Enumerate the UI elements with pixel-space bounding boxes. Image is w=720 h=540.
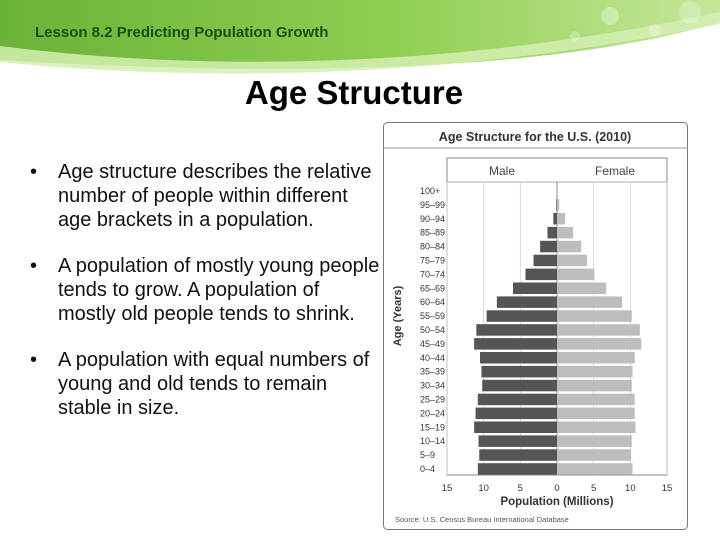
bar-male bbox=[547, 226, 557, 239]
age-bracket-label: 95–99 bbox=[420, 200, 445, 210]
banner-swoosh-graphic bbox=[0, 0, 720, 74]
bar-male bbox=[496, 296, 557, 308]
bullet-symbol: • bbox=[30, 349, 38, 371]
age-bracket-label: 90–94 bbox=[420, 214, 445, 224]
bar-female bbox=[557, 463, 633, 475]
x-tick-label: 15 bbox=[442, 483, 453, 494]
lesson-heading: Lesson 8.2 Predicting Population Growth bbox=[35, 24, 329, 41]
bar-female bbox=[557, 240, 582, 253]
bar-female bbox=[557, 199, 560, 211]
bar-male bbox=[474, 338, 557, 350]
bar-female bbox=[557, 393, 635, 406]
bullet-symbol: • bbox=[30, 255, 38, 277]
bar-male bbox=[481, 365, 557, 378]
bar-female bbox=[557, 365, 633, 378]
bar-male bbox=[533, 254, 557, 267]
x-tick-label: 0 bbox=[554, 483, 559, 494]
x-tick-label: 10 bbox=[625, 483, 636, 494]
age-bracket-label: 45–49 bbox=[420, 339, 445, 349]
age-bracket-label: 20–24 bbox=[420, 408, 445, 418]
bar-female bbox=[557, 282, 607, 294]
bar-female bbox=[557, 407, 635, 420]
bar-female bbox=[557, 421, 636, 433]
bar-female bbox=[557, 185, 558, 197]
bar-female bbox=[557, 296, 623, 308]
bar-male bbox=[540, 240, 557, 253]
bar-female bbox=[557, 310, 632, 322]
chart-title: Age Structure for the U.S. (2010) bbox=[439, 130, 631, 144]
bar-female bbox=[557, 379, 632, 392]
bullet-item: • Age structure describes the relative nu… bbox=[28, 160, 380, 232]
bar-male bbox=[476, 324, 557, 336]
bar-female bbox=[557, 338, 642, 350]
bar-female bbox=[557, 213, 566, 225]
source-note: Source: U.S. Census Bureau International… bbox=[395, 515, 569, 524]
age-bracket-label: 70–74 bbox=[420, 269, 445, 279]
bullet-list: • Age structure describes the relative nu… bbox=[28, 160, 380, 442]
bullet-text: Age structure describes the relative num… bbox=[58, 161, 372, 231]
bar-male bbox=[474, 421, 557, 433]
age-bracket-label: 35–39 bbox=[420, 367, 445, 377]
population-pyramid-chart: Age Structure for the U.S. (2010) Male F… bbox=[383, 122, 688, 530]
slide-title: Age Structure bbox=[244, 74, 464, 111]
bar-male bbox=[475, 407, 557, 420]
age-bracket-label: 5–9 bbox=[420, 450, 435, 460]
header-banner: Lesson 8.2 Predicting Population Growth bbox=[0, 0, 720, 80]
bar-female bbox=[557, 324, 640, 336]
legend-female-label: Female bbox=[595, 164, 635, 178]
bar-male bbox=[479, 449, 557, 461]
age-bracket-label: 100+ bbox=[420, 186, 440, 196]
y-axis-label: Age (Years) bbox=[392, 285, 404, 346]
bullet-item: • A population of mostly young people ten… bbox=[28, 254, 380, 326]
bar-male bbox=[477, 463, 557, 475]
bullet-text: A population with equal numbers of young… bbox=[58, 349, 370, 419]
bar-male bbox=[486, 310, 557, 322]
x-tick-label: 10 bbox=[478, 483, 489, 494]
bullet-symbol: • bbox=[30, 161, 38, 183]
age-bracket-label: 25–29 bbox=[420, 394, 445, 404]
age-bracket-label: 30–34 bbox=[420, 381, 445, 391]
bar-male bbox=[477, 393, 557, 406]
x-tick-label: 5 bbox=[518, 483, 523, 494]
bar-female bbox=[557, 449, 632, 461]
age-bracket-label: 75–79 bbox=[420, 255, 445, 265]
age-structure-figure: Age Structure for the U.S. (2010) Male F… bbox=[383, 122, 688, 530]
bar-female bbox=[557, 226, 574, 239]
bar-female bbox=[557, 254, 588, 267]
x-tick-label: 15 bbox=[662, 483, 673, 494]
bullet-text: A population of mostly young people tend… bbox=[58, 255, 380, 325]
bullet-item: • A population with equal numbers of youn… bbox=[28, 348, 380, 420]
age-bracket-label: 80–84 bbox=[420, 242, 445, 252]
age-bracket-label: 50–54 bbox=[420, 325, 445, 335]
age-bracket-label: 85–89 bbox=[420, 228, 445, 238]
bar-male bbox=[482, 379, 557, 392]
bar-male bbox=[556, 199, 557, 211]
age-bracket-label: 55–59 bbox=[420, 311, 445, 321]
bar-male bbox=[513, 282, 557, 294]
age-bracket-label: 65–69 bbox=[420, 283, 445, 293]
bar-male bbox=[553, 213, 557, 225]
age-bracket-label: 40–44 bbox=[420, 353, 445, 363]
age-bracket-label: 60–64 bbox=[420, 297, 445, 307]
bar-female bbox=[557, 435, 632, 447]
bar-male bbox=[525, 268, 557, 281]
bar-female bbox=[557, 352, 635, 364]
age-bracket-label: 15–19 bbox=[420, 422, 445, 432]
age-bracket-label: 0–4 bbox=[420, 464, 435, 474]
x-axis-label: Population (Millions) bbox=[500, 496, 613, 508]
age-bracket-label: 10–14 bbox=[420, 436, 445, 446]
bar-female bbox=[557, 268, 595, 281]
x-tick-label: 5 bbox=[591, 483, 596, 494]
bar-male bbox=[480, 352, 557, 364]
bar-male bbox=[478, 435, 557, 447]
legend-male-label: Male bbox=[489, 164, 515, 178]
